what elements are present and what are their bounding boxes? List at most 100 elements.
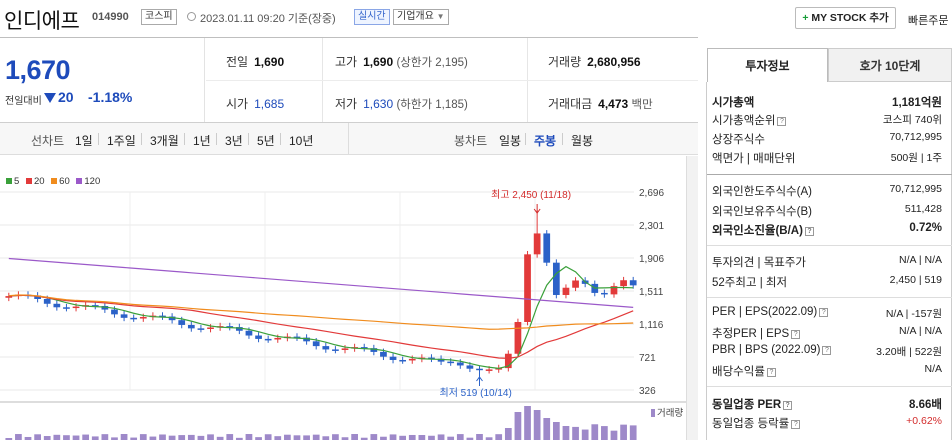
period-1w[interactable]: 1주일 [107,134,136,148]
tab-investment-info[interactable]: 투자정보 [707,48,828,82]
volume-bar [216,436,224,440]
info-value: 코스피 740위 [882,114,942,126]
info-market-cap-rank: 시가총액순위? 코스피 740위 [712,112,942,130]
volume-bar [226,434,234,440]
candle-body [380,351,387,357]
quick-order-link[interactable]: 빠른주문 [908,15,949,27]
help-icon[interactable]: ? [766,368,776,377]
help-icon[interactable]: ? [777,117,787,126]
candle-body [274,337,282,340]
candle-body [360,347,368,349]
info-label: 52주최고 | 최저 [712,277,788,289]
candle-body [332,349,339,351]
volume-bar [562,426,570,440]
company-overview-dropdown[interactable]: 기업개요 ▼ [393,9,449,25]
clock-icon [187,12,196,21]
period-5y[interactable]: 5년 [257,134,275,148]
period-3m[interactable]: 3개월 [150,134,179,148]
info-value: N/A | N/A [899,325,942,337]
info-label: 시가총액순위 [712,115,776,127]
change-percent: -1.18% [88,89,133,105]
info-label: 동일업종 등락률 [712,418,790,430]
tab-order-book[interactable]: 호가 10단계 [828,48,952,82]
stock-chart[interactable]: 5 20 60 120 2,696 2,301 1,906 1,511 1,116 721… [0,156,698,440]
info-label: PBR | BPS (2022.09) [712,344,821,356]
candle-body [120,314,128,318]
info-label: PER | EPS(2022.09) [712,306,818,318]
candle-body [437,358,445,362]
candle-body [620,280,627,287]
help-icon[interactable]: ? [791,420,801,429]
stat-label: 거래량 [548,55,582,69]
help-icon[interactable]: ? [783,401,793,410]
candle-body [456,362,464,366]
volume-bar [43,436,51,440]
candle-body [130,317,138,320]
help-icon[interactable]: ? [822,346,832,355]
volume-bar [101,434,109,440]
volume-bar [591,424,599,440]
volume-bar [572,426,579,440]
separator [562,133,563,145]
stat-value: 1,690 [254,55,285,69]
info-label: 외국인소진율(B/A) [712,225,803,237]
candle-daily[interactable]: 일봉 [499,134,522,148]
volume-bar [601,426,608,440]
candle-body [207,327,214,329]
volume-bar [466,437,474,440]
volume-bar [187,434,195,440]
price-summary: 1,670 전일대비 20 -1.18% [0,38,205,122]
info-sector-per: 동일업종 PER? 8.66배 [712,396,942,414]
candle-body [341,348,349,350]
stat-low: 저가 1,630 (하한가 1,185) [335,95,468,112]
help-icon[interactable]: ? [804,227,814,236]
separator [248,133,249,145]
separator [525,133,526,145]
stat-volume: 거래량 2,680,956 [548,53,641,70]
candle-body [562,287,570,295]
volume-bar [255,437,262,440]
period-3y[interactable]: 3년 [225,134,243,148]
y-tick-label: 1,511 [639,287,664,298]
legend-swatch-5 [6,178,12,184]
help-icon[interactable]: ? [819,308,829,317]
period-1y[interactable]: 1년 [193,134,211,148]
candle-body [293,336,301,339]
company-overview-label: 기업개요 [397,11,434,22]
price-stats: 전일 1,690 고가 1,690 (상한가 2,195) 거래량 2,680,956… [206,38,698,122]
realtime-badge[interactable]: 실시간 [354,9,390,25]
chart-scrollbar[interactable] [686,156,698,440]
info-pbr: PBR | BPS (2022.09)? 3.20배 | 522원 [712,344,942,362]
candle-body [610,286,618,295]
volume-bar [504,428,512,440]
candle-body [370,348,378,352]
candle-body [264,338,272,341]
period-1d[interactable]: 1일 [75,134,93,148]
candle-weekly[interactable]: 주봉 [534,134,557,148]
volume-bar [34,434,41,440]
volume-bar [111,437,118,440]
high-arrow-head [533,208,541,214]
y-tick-label: 2,301 [639,221,664,232]
volume-bar [332,434,339,440]
volume-bar [610,430,618,440]
info-value: 8.66배 [909,399,942,411]
current-price: 1,670 [5,55,71,85]
volume-legend-swatch [651,409,655,417]
volume-bar [72,435,80,440]
info-value: N/A [924,363,942,375]
down-triangle-icon [44,93,56,103]
volume-bar [543,418,551,440]
add-mystock-button[interactable]: + MY STOCK 추가 [795,7,896,29]
chart-period-bar: 선차트 1일 1주일 3개월 1년 3년 5년 10년 봉차트 일봉 주봉 월봉 [0,123,698,155]
volume-bar [197,435,205,440]
y-tick-label: 2,696 [639,188,664,199]
info-label: 외국인보유주식수(B) [712,206,812,218]
stat-label: 시가 [226,97,249,111]
candle-body [245,330,253,336]
stat-prev-close: 전일 1,690 [226,53,284,70]
candle-monthly[interactable]: 월봉 [571,134,594,148]
help-icon[interactable]: ? [791,330,801,339]
period-10y[interactable]: 10년 [289,134,314,148]
separator [280,133,281,145]
